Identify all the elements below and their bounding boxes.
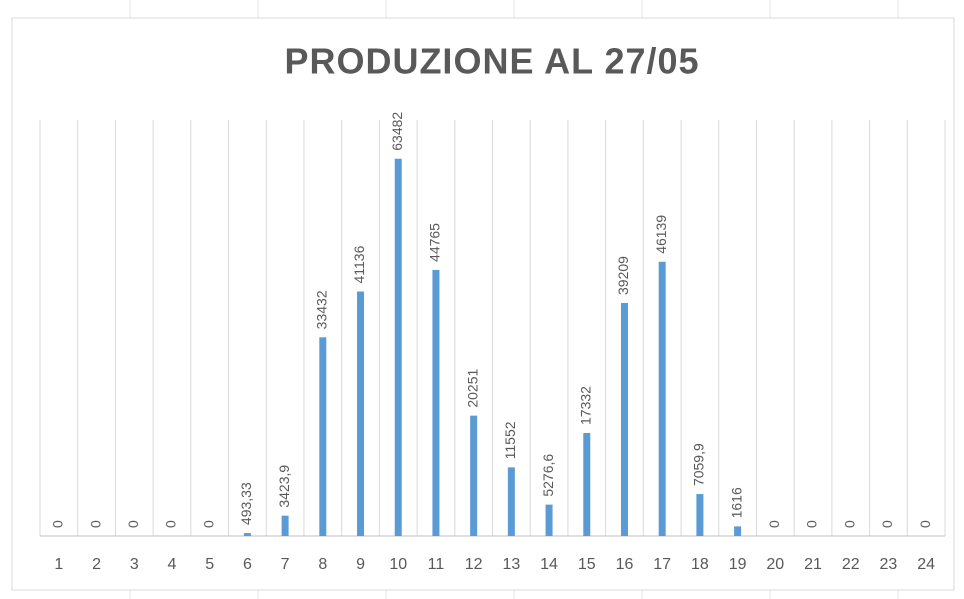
x-tick-label: 23 xyxy=(880,556,898,573)
x-tick-label: 8 xyxy=(318,556,327,573)
x-tick-label: 7 xyxy=(281,556,290,573)
bar xyxy=(243,533,251,536)
data-label: 44765 xyxy=(427,223,443,262)
x-tick-label: 13 xyxy=(502,556,520,573)
data-label: 63482 xyxy=(389,112,405,151)
data-label: 3423,9 xyxy=(276,465,292,508)
bar xyxy=(658,261,666,536)
data-label: 33432 xyxy=(314,290,330,329)
x-tick-label: 12 xyxy=(465,556,483,573)
chart-title: PRODUZIONE AL 27/05 xyxy=(284,41,699,82)
bar xyxy=(507,467,515,536)
data-label: 39209 xyxy=(615,256,631,295)
data-label: 5276,6 xyxy=(540,454,556,497)
data-label: 0 xyxy=(804,520,820,528)
x-tick-label: 22 xyxy=(842,556,860,573)
data-label: 20251 xyxy=(464,369,480,408)
bar xyxy=(620,302,628,536)
x-tick-label: 14 xyxy=(540,556,558,573)
x-tick-label: 21 xyxy=(804,556,822,573)
data-label: 46139 xyxy=(653,215,669,254)
bar xyxy=(281,515,289,536)
x-tick-label: 5 xyxy=(205,556,214,573)
x-tick-label: 20 xyxy=(766,556,784,573)
x-tick-label: 3 xyxy=(130,556,139,573)
x-tick-label: 16 xyxy=(616,556,634,573)
data-label: 7059,9 xyxy=(691,443,707,486)
x-tick-label: 6 xyxy=(243,556,252,573)
x-tick-label: 11 xyxy=(428,556,445,573)
data-label: 11552 xyxy=(502,421,518,459)
x-tick-label: 18 xyxy=(691,556,709,573)
chart-area xyxy=(11,17,955,591)
x-tick-label: 15 xyxy=(578,556,596,573)
data-label: 0 xyxy=(163,520,179,528)
data-label: 0 xyxy=(879,520,895,528)
data-label: 0 xyxy=(766,520,782,528)
x-tick-label: 4 xyxy=(168,556,177,573)
data-label: 0 xyxy=(87,520,103,528)
data-label: 41136 xyxy=(351,245,367,283)
x-tick-label: 10 xyxy=(389,556,407,573)
data-label: 0 xyxy=(200,520,216,528)
sheet-background xyxy=(129,0,899,599)
x-tick-label: 9 xyxy=(356,556,365,573)
bar xyxy=(734,526,742,536)
bar xyxy=(357,291,365,536)
bar xyxy=(583,432,591,536)
bar xyxy=(432,269,440,536)
x-tick-label: 2 xyxy=(92,556,101,573)
data-label: 0 xyxy=(125,520,141,528)
bar xyxy=(696,494,704,536)
bar xyxy=(394,158,402,537)
bar xyxy=(470,415,478,536)
bar xyxy=(319,337,327,536)
data-label: 17332 xyxy=(577,386,593,425)
x-tick-label: 24 xyxy=(917,556,935,573)
x-tick-label: 17 xyxy=(653,556,671,573)
data-label: 0 xyxy=(841,520,857,528)
data-label: 493,33 xyxy=(238,482,254,525)
x-tick-label: 1 xyxy=(54,556,63,573)
data-label: 1616 xyxy=(728,487,744,518)
data-label: 0 xyxy=(917,520,933,528)
x-tick-label: 19 xyxy=(729,556,747,573)
bar xyxy=(545,504,553,536)
data-label: 0 xyxy=(50,520,66,528)
